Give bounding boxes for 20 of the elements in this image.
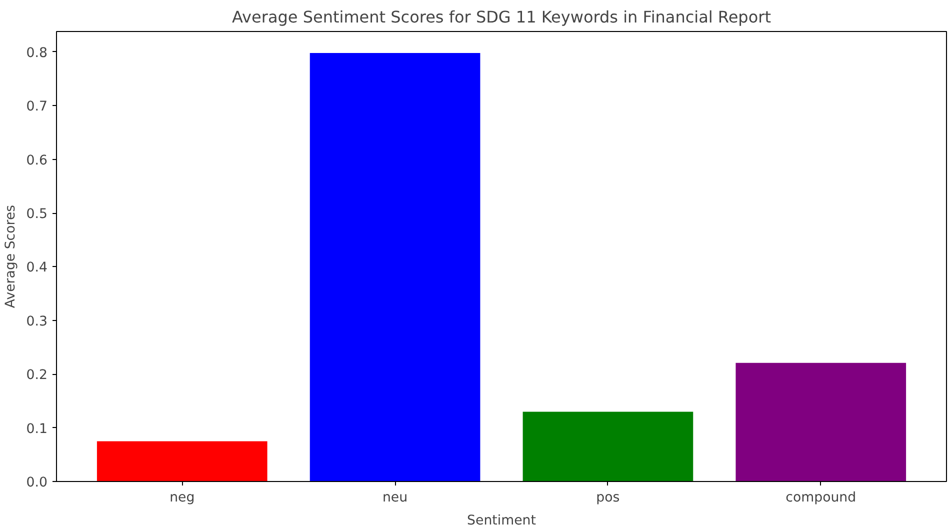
bar bbox=[522, 412, 694, 482]
y-tick-label: 0.6 bbox=[26, 153, 48, 168]
bar bbox=[96, 441, 268, 482]
y-tick-label: 0.2 bbox=[26, 368, 48, 384]
y-tick-label: 0.4 bbox=[26, 260, 48, 276]
y-tick-label: 0.3 bbox=[26, 314, 48, 330]
x-tick-label: compound bbox=[786, 490, 856, 506]
chart-title: Average Sentiment Scores for SDG 11 Keywords in Financial Report bbox=[232, 8, 771, 26]
y-tick-label: 0.8 bbox=[26, 46, 48, 61]
x-tick-label: neu bbox=[382, 490, 408, 506]
bar bbox=[736, 362, 906, 482]
y-tick-label: 0.1 bbox=[26, 422, 48, 437]
x-tick-label: neg bbox=[170, 490, 195, 506]
bar bbox=[310, 52, 480, 482]
y-tick-label: 0.5 bbox=[26, 207, 48, 222]
x-tick-label: pos bbox=[596, 490, 620, 506]
x-axis-title: Sentiment bbox=[467, 514, 536, 528]
y-axis-title: Average Scores bbox=[3, 204, 18, 308]
y-tick-label: 0.7 bbox=[26, 100, 48, 115]
y-tick-label: 0.0 bbox=[26, 476, 48, 490]
